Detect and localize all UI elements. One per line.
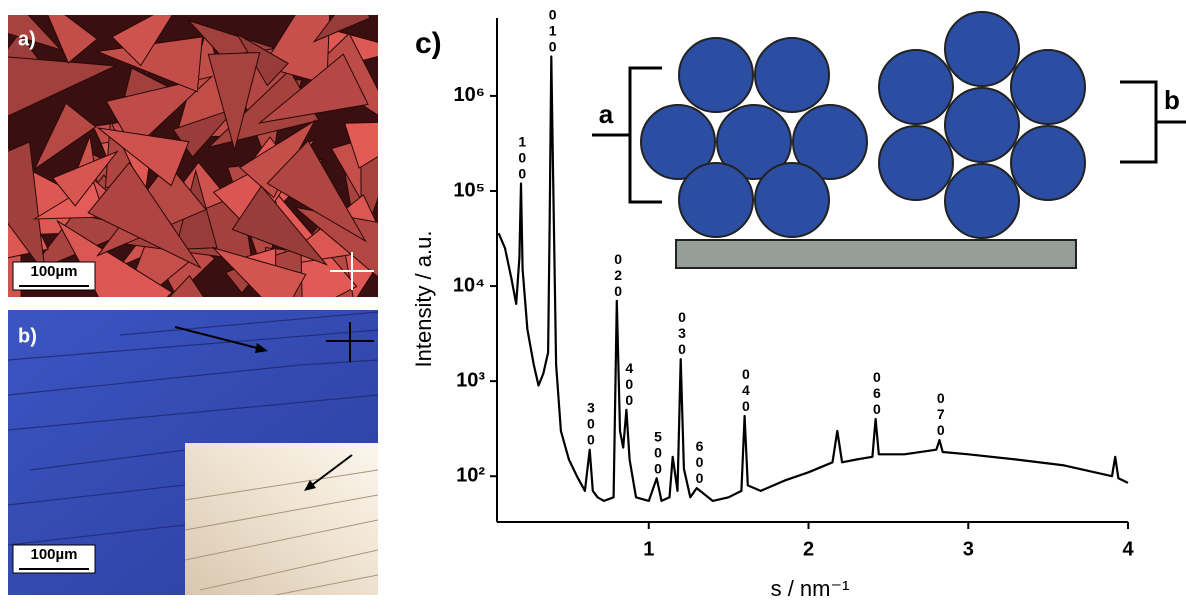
crystal	[87, 161, 202, 269]
peak-label: 300	[583, 400, 599, 448]
molecule-disc	[678, 162, 754, 238]
peak-label: 600	[692, 438, 708, 486]
peak-label: 010	[545, 6, 561, 54]
crystal	[207, 51, 261, 152]
dimension-label: b	[1164, 85, 1180, 115]
crystal-texture	[8, 15, 378, 297]
panel-label: b)	[18, 325, 37, 347]
peak-label: 030	[674, 309, 690, 357]
substrate	[675, 239, 1077, 269]
arrow	[174, 326, 266, 351]
crystal	[266, 139, 367, 243]
dimension-label: a	[599, 99, 614, 129]
crystal	[33, 102, 97, 171]
molecule-disc	[716, 104, 792, 180]
crystal	[312, 15, 372, 43]
crystal	[8, 56, 118, 117]
crack-lines	[7, 311, 379, 546]
crystal	[231, 185, 329, 266]
inset-image	[185, 443, 378, 595]
crystal	[168, 274, 205, 297]
x-tick-label: 1	[643, 538, 654, 560]
polarizer-icon	[330, 252, 374, 290]
x-axis-label: s / nm⁻¹	[771, 576, 850, 601]
molecule-disc	[1010, 125, 1086, 201]
peak-label: 100	[514, 133, 530, 181]
crystal	[8, 15, 63, 51]
molecule-disc	[944, 87, 1020, 163]
x-tick-label: 4	[1122, 538, 1134, 560]
crystal	[330, 139, 362, 202]
peak-label: 020	[610, 251, 626, 299]
data-line	[497, 55, 1129, 502]
crystal	[8, 141, 47, 276]
x-tick-label: 2	[803, 538, 814, 560]
molecule-disc	[678, 37, 754, 113]
molecule-disc	[640, 104, 716, 180]
bracket	[592, 66, 662, 204]
crystal	[96, 127, 190, 187]
x-tick-label: 3	[963, 538, 974, 560]
crystal	[257, 53, 369, 124]
polarizer-icon	[326, 322, 374, 362]
peak-label: 400	[621, 360, 637, 408]
crystal	[211, 246, 307, 297]
crystal	[47, 15, 98, 64]
y-tick-label: 10⁴	[453, 274, 485, 296]
peak-label: 070	[933, 390, 949, 438]
molecule-disc	[878, 49, 954, 125]
molecule-disc	[944, 11, 1020, 87]
y-tick-label: 10²	[456, 465, 485, 487]
molecule-disc	[1010, 49, 1086, 125]
crystal	[105, 75, 214, 151]
panel-label: a)	[18, 28, 36, 50]
crystal	[51, 150, 119, 207]
y-tick-label: 10³	[456, 369, 485, 391]
molecule-disc	[944, 163, 1020, 239]
peak-label: 060	[869, 369, 885, 417]
panel-label: c)	[415, 27, 442, 60]
inset-lines	[185, 469, 378, 595]
y-tick-label: 10⁵	[453, 179, 485, 201]
arrowhead	[304, 480, 316, 491]
peak-label: 040	[738, 366, 754, 414]
scale-bar-label: 100µm	[30, 263, 77, 280]
crystal	[111, 15, 173, 67]
crystal	[343, 121, 378, 169]
schematic: a b	[592, 11, 1186, 269]
bracket	[1120, 80, 1186, 164]
molecule-disc	[754, 162, 830, 238]
scale-bar-label: 100µm	[30, 546, 77, 563]
molecule-disc	[878, 125, 954, 201]
molecule-disc	[754, 37, 830, 113]
arrow	[307, 454, 353, 489]
arrowhead	[255, 343, 268, 353]
y-tick-label: 10⁶	[454, 84, 485, 106]
molecule-disc	[792, 104, 868, 180]
y-axis-label: Intensity / a.u.	[411, 231, 436, 368]
peak-label: 500	[650, 428, 666, 476]
